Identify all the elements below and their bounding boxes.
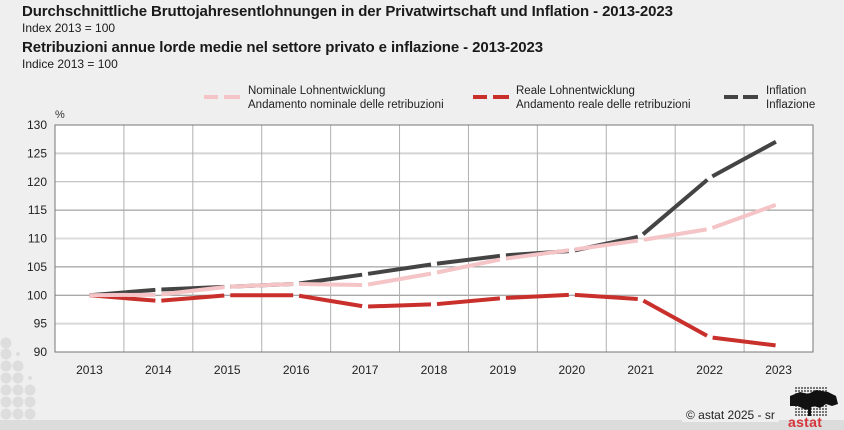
y-tick-label: 105 bbox=[27, 260, 47, 274]
x-tick-label: 2018 bbox=[421, 363, 448, 377]
y-tick-label: 95 bbox=[34, 317, 48, 331]
line-segment-real bbox=[298, 293, 363, 309]
y-tick-label: 100 bbox=[27, 288, 47, 302]
legend-label-nominal-de: Nominale Lohnentwicklung bbox=[248, 85, 386, 97]
line-segment-nominal bbox=[574, 238, 639, 252]
line-segment-nominal bbox=[436, 257, 501, 275]
title-german: Durchschnittliche Bruttojahresentlohnung… bbox=[22, 3, 673, 20]
legend-entry-nominal: Nominale Lohnentwicklung Andamento nomin… bbox=[248, 84, 444, 112]
series-lines bbox=[89, 139, 779, 348]
line-segment-nominal bbox=[367, 271, 432, 287]
y-axis-unit-label: % bbox=[55, 109, 65, 121]
x-tick-label: 2014 bbox=[145, 363, 172, 377]
legend-label-nominal-it: Andamento nominale delle retribuzioni bbox=[248, 99, 444, 111]
plot-border bbox=[54, 124, 814, 353]
astat-logo: astat bbox=[786, 384, 840, 430]
line-segment-nominal bbox=[89, 292, 156, 298]
subtitle-italian: Indice 2013 = 100 bbox=[22, 57, 118, 71]
line-segment-real bbox=[436, 296, 501, 307]
y-tick-label: 110 bbox=[28, 232, 47, 246]
subtitle-german: Index 2013 = 100 bbox=[22, 21, 116, 35]
x-tick-label: 2022 bbox=[696, 363, 723, 377]
y-tick-label: 115 bbox=[28, 203, 47, 217]
line-segment-nominal bbox=[299, 281, 363, 287]
x-tick-label: 2020 bbox=[558, 363, 585, 377]
legend-label-real-it: Andamento reale delle retribuzioni bbox=[516, 99, 691, 111]
astat-logo-map-icon bbox=[790, 386, 838, 416]
line-segment-inflation bbox=[298, 272, 363, 286]
line-segment-real bbox=[368, 302, 432, 309]
line-segment-nominal bbox=[711, 203, 777, 230]
y-axis-ticks: 90 95 100 105 110 115 120 125 130 bbox=[27, 118, 47, 359]
line-segment-real bbox=[642, 298, 708, 338]
legend-label-real-de: Reale Lohnentwicklung bbox=[516, 85, 635, 97]
legend-label-inflation-de: Inflation bbox=[766, 85, 807, 97]
copyright-text: © astat 2025 - sr bbox=[682, 408, 779, 422]
x-axis-ticks: 2013 2014 2015 2016 2017 2018 2019 2020 2021 2022… bbox=[76, 363, 792, 377]
line-segment-nominal bbox=[643, 227, 708, 242]
decorative-dots-icon bbox=[0, 337, 36, 420]
x-tick-label: 2017 bbox=[352, 363, 379, 377]
x-tick-label: 2016 bbox=[283, 363, 310, 377]
y-tick-label: 125 bbox=[27, 146, 47, 160]
footer-bar bbox=[0, 420, 844, 430]
legend-swatch-real bbox=[473, 95, 509, 99]
x-tick-label: 2023 bbox=[765, 363, 792, 377]
line-segment-nominal bbox=[505, 248, 570, 261]
line-segment-inflation bbox=[711, 139, 777, 179]
astat-logo-text: astat bbox=[788, 414, 823, 430]
x-tick-label: 2013 bbox=[76, 363, 103, 377]
line-segment-real bbox=[505, 292, 569, 300]
legend-entry-inflation: Inflation Inflazione bbox=[766, 84, 815, 112]
legend-label-inflation-it: Inflazione bbox=[766, 99, 816, 111]
legend-entry-real: Reale Lohnentwicklung Andamento reale de… bbox=[516, 84, 691, 112]
line-segment-inflation bbox=[436, 253, 501, 266]
legend-swatch-nominal bbox=[204, 95, 240, 99]
line-segment-nominal bbox=[230, 282, 294, 289]
gridlines bbox=[55, 125, 813, 352]
y-tick-label: 130 bbox=[27, 118, 47, 132]
line-segment-real bbox=[574, 292, 638, 302]
line-segment-real bbox=[161, 293, 225, 303]
line-segment-inflation bbox=[641, 178, 709, 236]
line-segment-real bbox=[712, 335, 776, 348]
x-tick-label: 2019 bbox=[490, 363, 517, 377]
x-tick-label: 2021 bbox=[627, 363, 654, 377]
y-tick-label: 120 bbox=[27, 175, 47, 189]
line-segment-nominal bbox=[161, 285, 225, 297]
series-nominal bbox=[89, 203, 779, 298]
line-segment-inflation bbox=[367, 262, 432, 276]
legend-swatch-inflation bbox=[724, 95, 758, 99]
series-real bbox=[89, 292, 779, 348]
title-italian: Retribuzioni annue lorde medie nel setto… bbox=[22, 39, 543, 56]
y-tick-label: 90 bbox=[34, 345, 48, 359]
x-tick-label: 2015 bbox=[214, 363, 241, 377]
